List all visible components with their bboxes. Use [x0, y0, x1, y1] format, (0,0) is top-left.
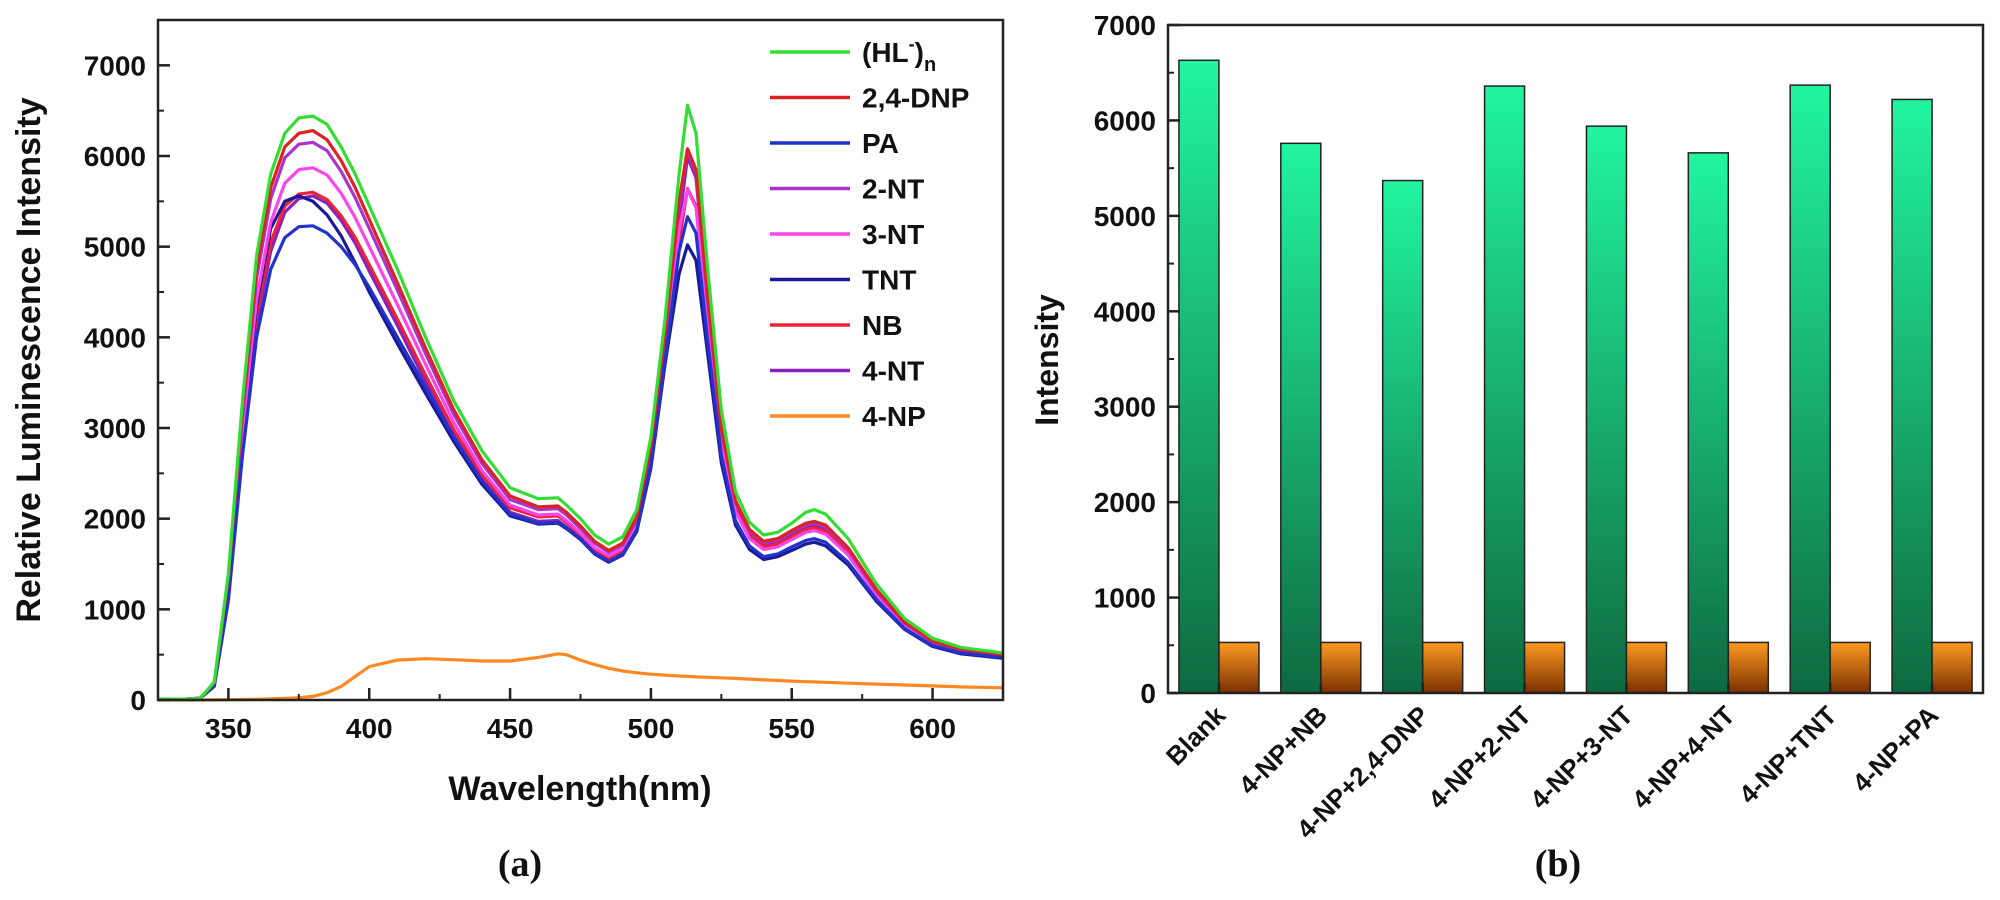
- y-tick-label: 5000: [84, 232, 146, 263]
- bar-orange-7: [1931, 641, 1973, 694]
- x-axis: 350 400 450 500 550 600: [157, 688, 1004, 744]
- bar-orange-1: [1320, 641, 1362, 694]
- bar-orange-0: [1218, 641, 1260, 694]
- category-label: Blank: [1160, 700, 1232, 772]
- y-tick-label: 0: [130, 685, 146, 716]
- bar-orange-6: [1829, 641, 1871, 694]
- y-axis-label: Relative Luminescence Intensity: [10, 97, 48, 622]
- series-line-4: [158, 166, 1004, 701]
- category-label: 4-NP+TNT: [1733, 700, 1843, 810]
- bars: [1178, 59, 1973, 694]
- series-line-1: [158, 129, 1004, 701]
- y-tick-label: 1000: [1094, 583, 1156, 614]
- series-line-2: [158, 215, 1004, 701]
- panel-a: 0 1000 2000 3000 4000 5000 6000 7000 350 400 450 5…: [10, 18, 1005, 885]
- y-tick-label: 0: [1140, 678, 1156, 709]
- category-label: 4-NP+NB: [1233, 700, 1333, 800]
- legend-label-1: 2,4-DNP: [862, 83, 969, 114]
- series-line-0: [158, 103, 1004, 701]
- category-label: 4-NP+2-NT: [1422, 700, 1537, 815]
- bar-green-4: [1585, 125, 1628, 694]
- bar-green-2: [1381, 179, 1424, 694]
- y-tick-label: 6000: [84, 141, 146, 172]
- y-tick-label: 5000: [1094, 201, 1156, 232]
- y-axis: 0 1000 2000 3000 4000 5000 6000 7000: [1094, 10, 1180, 709]
- y-tick-label: 1000: [84, 594, 146, 625]
- x-tick-label: 450: [487, 713, 534, 744]
- bar-orange-5: [1727, 641, 1770, 694]
- x-tick-label: 350: [205, 713, 252, 744]
- bar-green-0: [1178, 59, 1220, 694]
- x-tick-label: 400: [346, 713, 393, 744]
- x-tick-label: 550: [768, 713, 815, 744]
- y-tick-label: 4000: [84, 322, 146, 353]
- legend-label-6: NB: [862, 310, 902, 341]
- legend-label-0: (HL-)n: [862, 34, 936, 76]
- series-line-8: [158, 652, 1004, 702]
- y-tick-label: 3000: [84, 413, 146, 444]
- series-lines: [158, 103, 1004, 702]
- x-axis: Blank 4-NP+NB4-NP+2,4-DNP4-NP+2-NT4-NP+3-…: [1160, 683, 1944, 844]
- y-tick-label: 2000: [1094, 487, 1156, 518]
- bar-green-1: [1280, 142, 1322, 694]
- bar-green-6: [1789, 84, 1831, 694]
- bar-orange-3: [1523, 641, 1566, 694]
- x-axis-label: Wavelength(nm): [448, 770, 711, 808]
- legend-label-4: 3-NT: [862, 219, 924, 250]
- x-tick-label: 600: [909, 713, 956, 744]
- legend-label-2: PA: [862, 128, 899, 159]
- bar-orange-4: [1625, 641, 1668, 694]
- legend-label-7: 4-NT: [862, 356, 924, 387]
- y-tick-label: 7000: [84, 50, 146, 81]
- y-axis-label: Intensity: [1029, 294, 1065, 426]
- legend-label-8: 4-NP: [862, 401, 926, 432]
- category-label: 4-NP+4-NT: [1626, 700, 1741, 815]
- category-label: 4-NP+3-NT: [1524, 700, 1639, 815]
- category-label: 4-NP+PA: [1846, 700, 1944, 798]
- bar-green-7: [1891, 98, 1933, 694]
- y-tick-label: 3000: [1094, 392, 1156, 423]
- panel-label-b: (b): [1535, 843, 1581, 885]
- bar-green-3: [1483, 85, 1526, 694]
- legend-label-3: 2-NT: [862, 174, 924, 205]
- y-tick-label: 6000: [1094, 105, 1156, 136]
- y-tick-label: 7000: [1094, 10, 1156, 41]
- legend-label-5: TNT: [862, 265, 916, 296]
- x-tick-label: 500: [628, 713, 675, 744]
- bar-orange-2: [1421, 641, 1464, 694]
- y-axis: 0 1000 2000 3000 4000 5000 6000 7000: [84, 50, 170, 716]
- legend: (HL-)n 2,4-DNP PA 2-NT 3-NT TNT NB 4-NT 4-NP: [770, 34, 969, 432]
- y-tick-label: 2000: [84, 504, 146, 535]
- y-tick-label: 4000: [1094, 296, 1156, 327]
- panel-label-a: (a): [498, 843, 542, 885]
- bar-green-5: [1687, 152, 1730, 694]
